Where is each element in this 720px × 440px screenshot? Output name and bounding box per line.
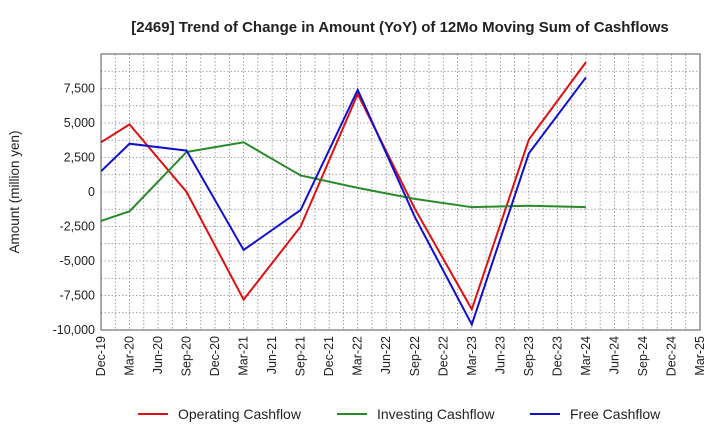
x-tick-label: Jun-20 [151,336,165,374]
x-tick-label: Mar-22 [351,336,365,376]
x-tick-label: Mar-23 [465,336,479,376]
series-line-operating-cashflow [100,61,587,312]
y-tick-labels: -10,000 -7,500 -5,000 -2,500 0 2,500 5,000 7,50… [53,82,95,338]
x-tick-label: Mar-21 [237,336,251,376]
chart-title: [2469] Trend of Change in Amount (YoY) o… [131,19,669,36]
y-tick-label: 5,000 [64,116,95,130]
x-tick-label: Jun-23 [493,336,507,374]
legend: Operating Cashflow Investing Cashflow Free… [138,406,661,422]
x-tick-label: Mar-20 [123,336,137,376]
legend-label-investing-cashflow: Investing Cashflow [377,406,495,422]
y-tick-label: -7,500 [60,289,95,303]
x-tick-label: Jun-22 [379,336,393,374]
legend-label-free-cashflow: Free Cashflow [570,406,661,422]
y-tick-label: 2,500 [64,151,95,165]
x-tick-label: Dec-21 [322,336,336,376]
x-tick-label: Mar-24 [579,336,593,376]
plot-frame [100,53,701,331]
x-tick-label: Dec-22 [436,336,450,376]
y-tick-label: 0 [88,185,95,199]
y-axis-label: Amount (million yen) [7,130,22,253]
x-tick-label: Dec-19 [94,336,108,376]
x-tick-label: Dec-20 [208,336,222,376]
y-tick-label: -10,000 [53,323,95,337]
y-tick-label: -5,000 [60,254,95,268]
series-line-free-cashflow [100,76,587,328]
grid [100,53,701,331]
y-tick-label: 7,500 [64,82,95,96]
y-tick-label: -2,500 [60,220,95,234]
series-lines [100,61,587,328]
series-line-investing-cashflow [100,141,586,222]
x-tick-label: Sep-21 [294,336,308,376]
x-tick-label: Mar-25 [693,336,707,376]
x-tick-label: Jun-21 [265,336,279,374]
x-tick-label: Sep-22 [408,336,422,376]
x-tick-label: Dec-24 [664,336,678,376]
x-tick-label: Jun-24 [607,336,621,374]
x-tick-label: Dec-23 [550,336,564,376]
legend-label-operating-cashflow: Operating Cashflow [178,406,302,422]
x-tick-label: Sep-23 [522,336,536,376]
x-tick-label: Sep-24 [636,336,650,376]
x-tick-label: Sep-20 [180,336,194,376]
x-tick-labels: Dec-19 Mar-20 Jun-20 Sep-20 Dec-20 Mar-21 Jun-… [94,336,707,376]
